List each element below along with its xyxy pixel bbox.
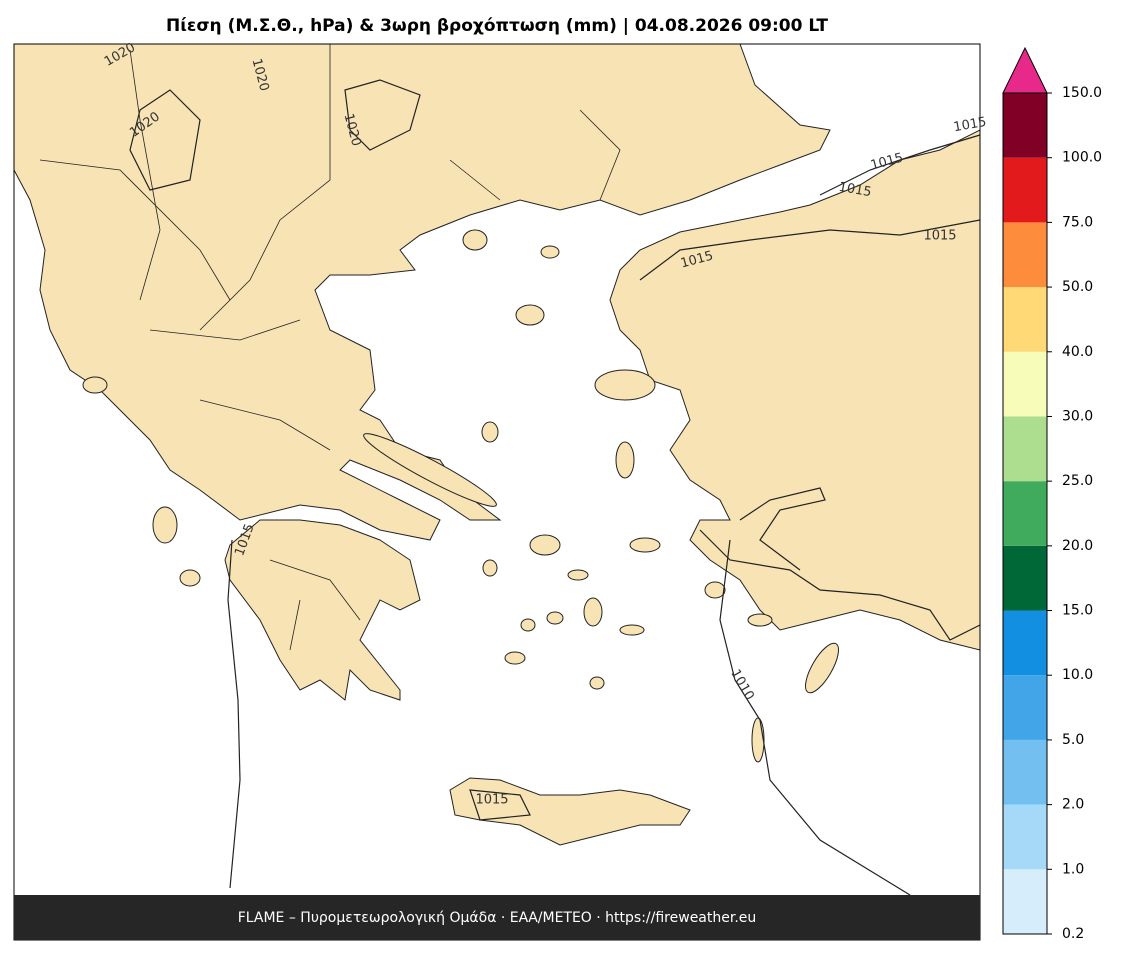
colorbar-band — [1003, 869, 1047, 934]
colorbar-band — [1003, 157, 1047, 223]
isobar-label: 1015 — [837, 180, 872, 201]
colorbar-band — [1003, 804, 1047, 870]
colorbar-band — [1003, 610, 1047, 676]
colorbar-band — [1003, 287, 1047, 352]
colorbar-band — [1003, 351, 1047, 417]
isobar — [129, 89, 201, 191]
colorbar-frame — [1002, 92, 1048, 935]
colorbar-band — [1003, 93, 1047, 158]
colorbar-tick-label: 2.0 — [1062, 797, 1084, 813]
colorbar-tick-label: 150.0 — [1062, 85, 1102, 101]
colorbar-tick-label: 5.0 — [1062, 732, 1084, 748]
balkans — [13, 43, 831, 541]
isobar-label: 1015 — [952, 115, 987, 136]
footer-bar — [14, 895, 980, 940]
colorbar-tick-label: 100.0 — [1062, 150, 1102, 166]
isobar — [469, 789, 531, 821]
colorbar: 0.2 1.0 2.0 5.0 10.0 15.0 20.0 25.0 30.0 40.0 50.0… — [1002, 46, 1102, 942]
colorbar-tick-label: 10.0 — [1062, 667, 1093, 683]
crete — [449, 777, 691, 846]
isobar — [819, 134, 981, 196]
isobar — [739, 487, 826, 571]
anatolia — [609, 129, 981, 651]
title: Πίεση (Μ.Σ.Θ., hPa) & 3ωρη βροχόπτωση (m… — [166, 16, 828, 36]
colorbar-tick-label: 15.0 — [1062, 603, 1093, 619]
footer: FLAME – Πυρομετεωρολογική Ομάδα · ΕΑΑ/ME… — [238, 910, 757, 926]
isobar-label: 1015 — [923, 229, 956, 244]
colorbar-tick-label: 30.0 — [1062, 408, 1093, 424]
colorbar-tick-label: 75.0 — [1062, 214, 1093, 230]
colorbar-tick-label: 20.0 — [1062, 538, 1093, 554]
colorbar-tick-label: 1.0 — [1062, 861, 1084, 877]
islands — [82, 229, 839, 763]
colorbar-extend — [1002, 46, 1048, 94]
isobar — [719, 539, 911, 896]
colorbar-tick-label: 40.0 — [1062, 344, 1093, 360]
colorbar-tick-label: 0.2 — [1062, 926, 1084, 942]
peloponnese — [224, 519, 421, 701]
colorbar-band — [1003, 481, 1047, 546]
map — [13, 43, 981, 940]
isobar — [227, 539, 241, 889]
colorbar-tick-label: 25.0 — [1062, 473, 1093, 489]
isobar — [639, 219, 981, 281]
isobar — [699, 529, 981, 641]
colorbar-band — [1003, 416, 1047, 482]
colorbar-band — [1003, 739, 1047, 805]
borders — [39, 44, 621, 651]
colorbar-band — [1003, 222, 1047, 288]
isobar — [344, 79, 421, 151]
colorbar-tick-label: 50.0 — [1062, 279, 1093, 295]
colorbar-band — [1003, 545, 1047, 611]
colorbar-band — [1003, 675, 1047, 740]
isobar-label: 1015 — [475, 793, 508, 808]
